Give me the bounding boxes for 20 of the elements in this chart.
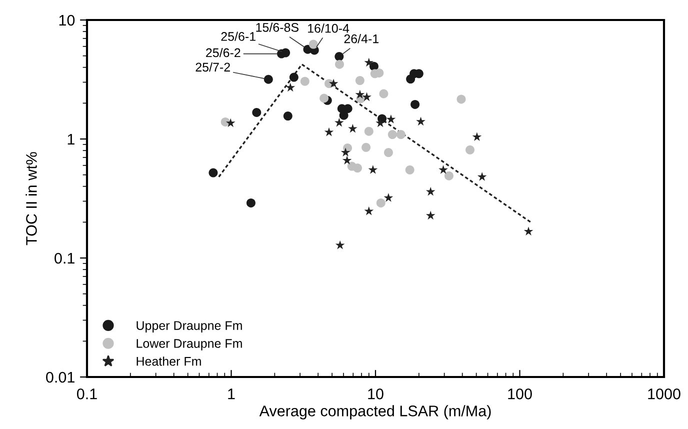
y-axis-title: TOC II in wt% — [26, 152, 37, 246]
y-tick-label: 0.01 — [46, 372, 74, 383]
y-tick-label: 10 — [59, 14, 75, 26]
x-tick-label: 1 — [228, 388, 235, 400]
x-axis-title: Average compacted LSAR (m/Ma) — [259, 405, 491, 420]
annotation: 25/6-1 — [221, 32, 256, 41]
x-tick-label: 100 — [508, 388, 532, 400]
annotation: 25/6-2 — [206, 48, 240, 58]
y-tick-label: 1 — [68, 134, 74, 145]
x-tick-label: 10 — [368, 388, 384, 400]
legend-label: Upper Draupne Fm — [136, 321, 242, 332]
annotation: 15/6-8S — [256, 22, 298, 32]
x-tick-label: 1000 — [648, 388, 680, 400]
legend-label: Lower Draupne Fm — [136, 339, 242, 350]
annotation: 26/4-1 — [344, 34, 379, 44]
x-tick-label: 0.1 — [76, 388, 97, 400]
annotation: 16/10-4 — [308, 24, 350, 33]
legend-label: Heather Fm — [136, 356, 201, 366]
y-tick-label: 0.1 — [54, 252, 74, 264]
annotation: 25/7-2 — [196, 62, 230, 72]
